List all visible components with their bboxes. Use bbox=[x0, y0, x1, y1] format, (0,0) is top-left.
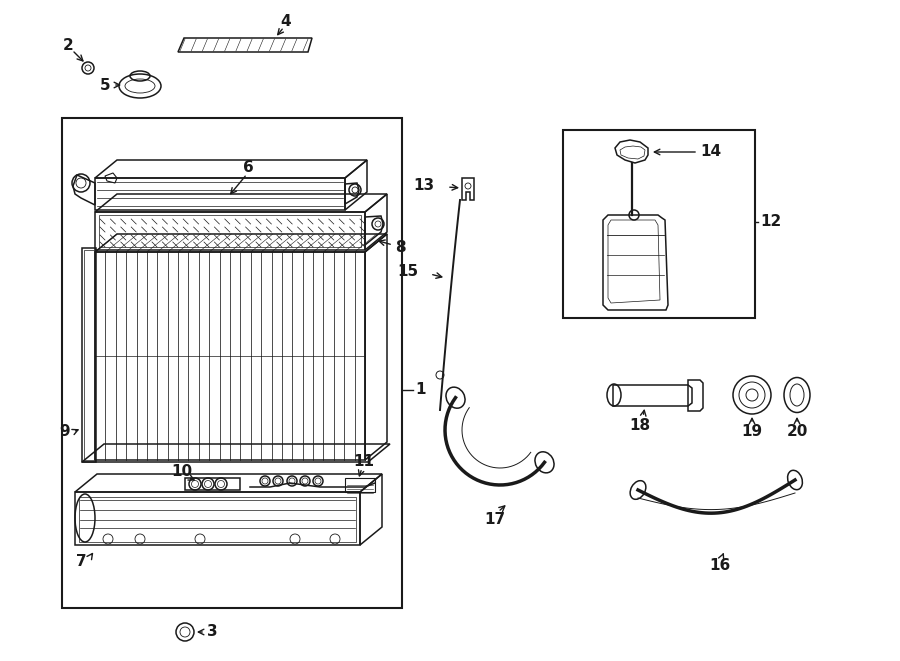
Text: 18: 18 bbox=[629, 418, 651, 432]
Text: 5: 5 bbox=[99, 77, 110, 93]
Text: 3: 3 bbox=[207, 625, 218, 639]
Text: 20: 20 bbox=[787, 424, 807, 440]
Text: 19: 19 bbox=[742, 424, 762, 440]
Text: 15: 15 bbox=[397, 264, 418, 280]
Text: 8: 8 bbox=[395, 239, 406, 254]
Text: 12: 12 bbox=[760, 215, 781, 229]
Text: 14: 14 bbox=[700, 145, 721, 159]
Text: 10: 10 bbox=[171, 465, 193, 479]
Text: 9: 9 bbox=[59, 424, 70, 440]
Text: 16: 16 bbox=[709, 557, 731, 572]
Text: 4: 4 bbox=[281, 15, 292, 30]
Bar bbox=[95, 252, 365, 460]
Bar bbox=[75, 492, 360, 545]
Text: 17: 17 bbox=[484, 512, 506, 527]
Bar bbox=[99, 215, 361, 247]
Bar bbox=[95, 178, 345, 210]
Bar bbox=[62, 118, 402, 608]
Bar bbox=[185, 478, 240, 490]
Text: 7: 7 bbox=[76, 555, 87, 570]
Bar bbox=[95, 212, 365, 250]
Text: 6: 6 bbox=[243, 161, 254, 176]
Bar bbox=[345, 478, 375, 492]
Text: 11: 11 bbox=[354, 455, 374, 469]
Text: 2: 2 bbox=[63, 38, 74, 52]
Text: 13: 13 bbox=[413, 178, 434, 192]
Bar bbox=[563, 130, 755, 318]
Text: 1: 1 bbox=[415, 383, 426, 397]
Bar bbox=[79, 497, 356, 542]
